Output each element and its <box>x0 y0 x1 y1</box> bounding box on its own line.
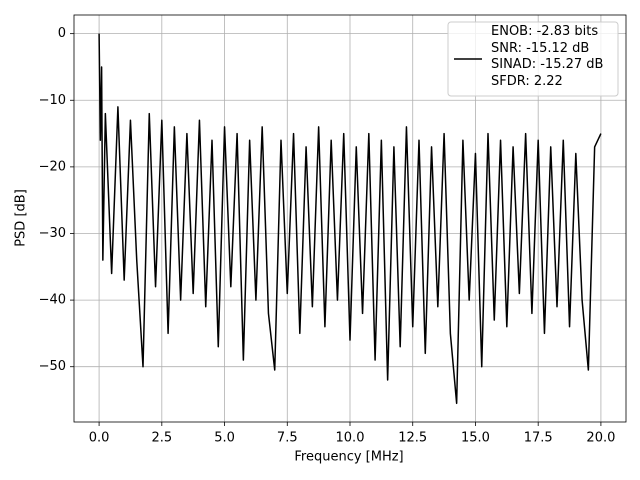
y-tick-label: 0 <box>58 26 66 41</box>
axes-frame <box>73 14 627 423</box>
y-tick-label: −20 <box>39 159 66 174</box>
y-tick-label: −30 <box>39 226 66 241</box>
grid <box>74 15 626 422</box>
x-tick-label: 15.0 <box>461 431 490 446</box>
x-axis-label: Frequency [MHz] <box>294 450 403 465</box>
legend-label: ENOB: -2.83 bits SNR: -15.12 dB SINAD: -… <box>491 24 604 89</box>
x-tick-label: 20.0 <box>586 431 615 446</box>
y-tick-label: −50 <box>39 359 66 374</box>
x-tick-label: 10.0 <box>336 431 365 446</box>
legend-text-box: ENOB: -2.83 bits SNR: -15.12 dB SINAD: -… <box>491 24 604 89</box>
y-axis-label: PSD [dB] <box>14 189 29 247</box>
line-series <box>98 33 602 405</box>
legend: ENOB: -2.83 bits SNR: -15.12 dB SINAD: -… <box>447 21 619 97</box>
x-tick-label: 2.5 <box>151 431 172 446</box>
y-tick-label: −10 <box>39 93 66 108</box>
legend-box <box>447 21 619 97</box>
x-tick-label: 12.5 <box>398 431 427 446</box>
x-tick-label: 17.5 <box>524 431 553 446</box>
x-tick-label: 5.0 <box>214 431 235 446</box>
x-tick-label: 7.5 <box>277 431 298 446</box>
y-tick-label: −40 <box>39 293 66 308</box>
x-tick-label: 0.0 <box>89 431 110 446</box>
